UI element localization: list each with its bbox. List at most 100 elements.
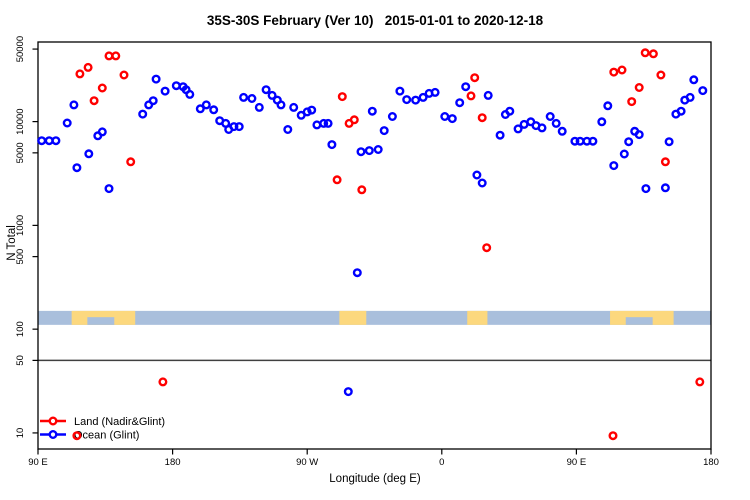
data-point-ocean [624, 137, 634, 147]
data-point-land [482, 243, 492, 253]
y-axis-tick-label: 1000 [15, 215, 26, 236]
data-point-ocean [37, 136, 47, 146]
data-point-ocean [343, 387, 353, 397]
data-point-ocean [597, 117, 607, 127]
x-axis-tick-label: 180 [165, 457, 181, 468]
data-point-land [627, 97, 637, 107]
data-point-land [83, 62, 93, 72]
data-point-ocean [537, 123, 547, 133]
data-point-ocean [171, 81, 181, 91]
data-point-ocean [513, 124, 523, 134]
data-point-ocean [247, 93, 257, 103]
data-point-land [660, 157, 670, 167]
data-point-ocean [302, 107, 312, 117]
y-axis-tick-label: 5000 [15, 142, 26, 163]
y-axis-tick-label: 50000 [15, 36, 26, 62]
data-point-land [89, 96, 99, 106]
data-point-land [640, 48, 650, 58]
data-point-ocean [148, 96, 158, 106]
legend-marker-circle [48, 430, 58, 440]
data-point-ocean [551, 118, 561, 128]
data-point-ocean [689, 75, 699, 85]
data-point-ocean [609, 161, 619, 171]
data-point-land [126, 157, 136, 167]
data-point-land [470, 73, 480, 83]
data-point-land [337, 92, 347, 102]
data-point-ocean [664, 137, 674, 147]
data-point-ocean [201, 100, 211, 110]
data-point-ocean [373, 144, 383, 154]
data-point-ocean [276, 100, 286, 110]
data-point-ocean [151, 74, 161, 84]
data-point-ocean [402, 95, 412, 105]
data-point-ocean [352, 268, 362, 278]
data-point-ocean [411, 95, 421, 105]
data-point-ocean [267, 90, 277, 100]
data-point-ocean [323, 118, 333, 128]
y-axis-tick-label: 50 [15, 355, 26, 366]
data-point-ocean [676, 106, 686, 116]
data-point-ocean [97, 127, 107, 137]
data-point-ocean [603, 101, 613, 111]
legend-marker-circle [48, 416, 58, 426]
data-point-ocean [379, 126, 389, 136]
data-point-land [477, 113, 487, 123]
data-point-land [349, 115, 359, 125]
data-point-ocean [505, 106, 515, 116]
data-point-ocean [312, 120, 322, 130]
data-point-ocean [229, 122, 239, 132]
data-point-ocean [138, 109, 148, 119]
data-point-ocean [69, 100, 79, 110]
data-point-ocean [104, 184, 114, 194]
data-point-ocean [327, 140, 337, 150]
x-axis-tick-label: 90 E [567, 457, 587, 468]
data-point-ocean [356, 147, 366, 157]
map-band-land [339, 310, 367, 325]
map-band-ocean [38, 310, 711, 325]
data-point-ocean [395, 86, 405, 96]
data-point-ocean [387, 111, 397, 121]
data-point-ocean [619, 149, 629, 159]
y-axis-tick-label: 10000 [15, 108, 26, 134]
x-axis-tick-label: 180 [703, 457, 719, 468]
data-point-ocean [430, 87, 440, 97]
data-point-land [72, 431, 82, 441]
data-point-land [332, 175, 342, 185]
data-point-ocean [557, 126, 567, 136]
data-point-ocean [545, 111, 555, 121]
x-axis-tick-label: 0 [439, 457, 444, 468]
x-axis-tick-label: 90 E [28, 457, 48, 468]
data-point-ocean [364, 146, 374, 156]
data-point-ocean [698, 86, 708, 96]
data-point-ocean [51, 136, 61, 146]
data-point-ocean [234, 122, 244, 132]
data-point-land [357, 185, 367, 195]
data-point-ocean [477, 178, 487, 188]
data-point-ocean [447, 114, 457, 124]
data-point-land [648, 49, 658, 59]
y-axis-tick-label: 500 [15, 249, 26, 265]
data-point-land [656, 70, 666, 80]
data-point-ocean [160, 86, 170, 96]
plot-box [37, 41, 712, 450]
data-point-land [634, 82, 644, 92]
data-point-land [111, 51, 121, 61]
y-axis-tick-label: 100 [15, 321, 26, 337]
data-point-ocean [472, 170, 482, 180]
data-point-land [617, 65, 627, 75]
data-point-ocean [495, 130, 505, 140]
map-band-ocean-notch [625, 317, 653, 325]
y-axis-tick-label: 10 [15, 428, 26, 439]
data-point-ocean [185, 89, 195, 99]
data-point-ocean [570, 136, 580, 146]
data-point-ocean [483, 90, 493, 100]
data-point-ocean [283, 124, 293, 134]
data-point-land [608, 431, 618, 441]
data-point-ocean [261, 85, 271, 95]
legend-label: Ocean (Glint) [74, 429, 139, 441]
data-point-ocean [239, 92, 249, 102]
x-axis-tick-label: 90 W [296, 457, 318, 468]
data-point-land [75, 69, 85, 79]
